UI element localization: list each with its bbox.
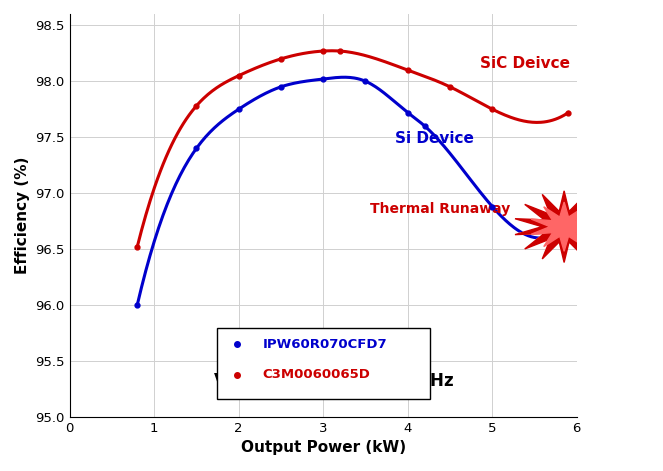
Polygon shape [531, 202, 597, 251]
Polygon shape [515, 191, 613, 262]
Text: SiC Deivce: SiC Deivce [479, 56, 570, 71]
Text: $\mathbf{V_{IN}}$  $\mathbf{= 390V,\ f_{SW} = 550kHz}$: $\mathbf{V_{IN}}$ $\mathbf{= 390V,\ f_{S… [213, 370, 454, 391]
Polygon shape [515, 191, 613, 262]
Text: Thermal Runaway: Thermal Runaway [370, 202, 510, 216]
Text: C3M0060065D: C3M0060065D [263, 368, 370, 381]
Y-axis label: Efficiency (%): Efficiency (%) [15, 157, 30, 274]
Text: Si Device: Si Device [395, 131, 474, 146]
Text: IPW60R070CFD7: IPW60R070CFD7 [263, 338, 387, 351]
X-axis label: Output Power (kW): Output Power (kW) [241, 440, 406, 455]
FancyBboxPatch shape [217, 328, 430, 399]
